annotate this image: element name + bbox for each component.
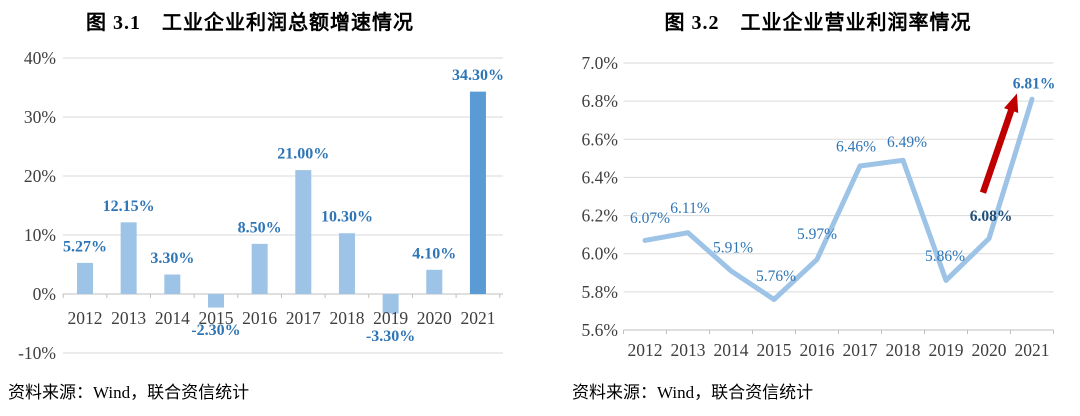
bar-value-label: 34.30% bbox=[452, 67, 504, 84]
figure-3-2-title: 图 3.2 工业企业营业利润率情况 bbox=[664, 12, 972, 34]
x-tick-label: 2017 bbox=[843, 340, 878, 360]
bar-value-label: 10.30% bbox=[321, 209, 373, 226]
y-tick-label: 5.6% bbox=[582, 320, 618, 340]
trend-arrow-head bbox=[1004, 93, 1019, 113]
x-tick-label: 2014 bbox=[155, 308, 190, 328]
x-tick-label: 2017 bbox=[286, 308, 321, 328]
figure-3-1-panel: 图 3.1 工业企业利润总额增速情况 40% 30% 20% 10% 0% -10% 201… bbox=[8, 12, 504, 402]
y-tick-label: 10% bbox=[24, 225, 56, 245]
profit-margin-line-chart: 7.0% 6.8% 6.6% 6.4% 6.2% 6.0% 5.8% 5.6% 2012 2013… bbox=[582, 53, 1056, 360]
x-tick-label: 2020 bbox=[417, 308, 452, 328]
bar-2013 bbox=[120, 222, 137, 294]
x-tick-label: 2021 bbox=[1015, 340, 1050, 360]
y-tick-label: 6.4% bbox=[582, 167, 618, 187]
bar-2017 bbox=[295, 170, 312, 294]
x-tick-label: 2015 bbox=[198, 308, 233, 328]
figure-3-2-panel: 图 3.2 工业企业营业利润率情况 7.0% 6.8% 6.6% 6.4% 6.2% 6.… bbox=[540, 0, 1080, 416]
x-tick-label: 2019 bbox=[373, 308, 408, 328]
x-tick-label: 2016 bbox=[242, 308, 277, 328]
y-tick-label: 30% bbox=[24, 107, 56, 127]
y-tick-label: -10% bbox=[18, 343, 56, 363]
y-tick-label: 40% bbox=[24, 48, 56, 68]
y-tick-label: 0% bbox=[33, 284, 56, 304]
y-tick-label: 6.8% bbox=[582, 91, 618, 111]
y-tick-label: 5.8% bbox=[582, 282, 618, 302]
point-value-label: 6.08% bbox=[970, 208, 1013, 225]
bar-value-label: 21.00% bbox=[277, 146, 329, 163]
x-tick-label: 2013 bbox=[671, 340, 706, 360]
bar-2021 bbox=[469, 91, 486, 294]
figure-3-1-source: 资料来源：Wind，联合资信统计 bbox=[8, 383, 250, 402]
profit-growth-bar-chart: 40% 30% 20% 10% 0% -10% 2012 2013 2014 2015 2016 20… bbox=[18, 48, 504, 363]
x-tick-label: 2018 bbox=[329, 308, 364, 328]
point-value-label: 5.91% bbox=[713, 239, 753, 256]
bar-value-label: -3.30% bbox=[366, 328, 415, 345]
bar-2016 bbox=[251, 243, 268, 294]
bar-2020 bbox=[426, 269, 443, 294]
trend-arrow-shaft bbox=[979, 104, 1016, 194]
point-value-label: 5.97% bbox=[797, 226, 837, 243]
y-tick-label: 6.2% bbox=[582, 206, 618, 226]
point-value-label: 6.07% bbox=[630, 210, 670, 227]
y-tick-label: 6.6% bbox=[582, 129, 618, 149]
x-tick-label: 2021 bbox=[460, 308, 495, 328]
y-tick-label: 6.0% bbox=[582, 244, 618, 264]
x-tick-label: 2012 bbox=[628, 340, 663, 360]
bar-value-label: 12.15% bbox=[103, 198, 155, 215]
bar-value-label: -2.30% bbox=[191, 322, 240, 339]
bar-value-label: 8.50% bbox=[238, 219, 282, 236]
x-tick-label: 2016 bbox=[800, 340, 835, 360]
bar-2012 bbox=[77, 262, 93, 294]
bar-2019 bbox=[382, 294, 399, 314]
x-tick-label: 2015 bbox=[757, 340, 792, 360]
bar-2018 bbox=[338, 233, 355, 294]
x-tick-label: 2012 bbox=[68, 308, 103, 328]
bar-value-label: 4.10% bbox=[412, 245, 456, 262]
point-value-label: 6.49% bbox=[887, 134, 927, 151]
figure-3-1-title: 图 3.1 工业企业利润总额增速情况 bbox=[86, 12, 414, 34]
point-value-label: 6.11% bbox=[670, 200, 710, 217]
x-tick-label: 2013 bbox=[111, 308, 146, 328]
figure-3-2-source: 资料来源：Wind，联合资信统计 bbox=[572, 383, 814, 402]
y-tick-label: 20% bbox=[24, 166, 56, 186]
profit-margin-line bbox=[642, 96, 1035, 302]
point-value-label: 5.76% bbox=[756, 268, 796, 285]
bar-value-label: 3.30% bbox=[150, 250, 194, 267]
y-tick-label: 7.0% bbox=[582, 53, 618, 73]
point-value-label: 5.86% bbox=[925, 248, 965, 265]
point-value-label: 6.46% bbox=[836, 138, 876, 155]
x-tick-label: 2020 bbox=[972, 340, 1007, 360]
x-tick-label: 2019 bbox=[929, 340, 964, 360]
bar-2015 bbox=[207, 294, 224, 308]
bar-2014 bbox=[164, 274, 181, 294]
point-value-label: 6.81% bbox=[1013, 76, 1056, 93]
x-tick-label: 2018 bbox=[886, 340, 921, 360]
bar-value-label: 5.27% bbox=[63, 238, 107, 255]
x-tick-label: 2014 bbox=[714, 340, 749, 360]
